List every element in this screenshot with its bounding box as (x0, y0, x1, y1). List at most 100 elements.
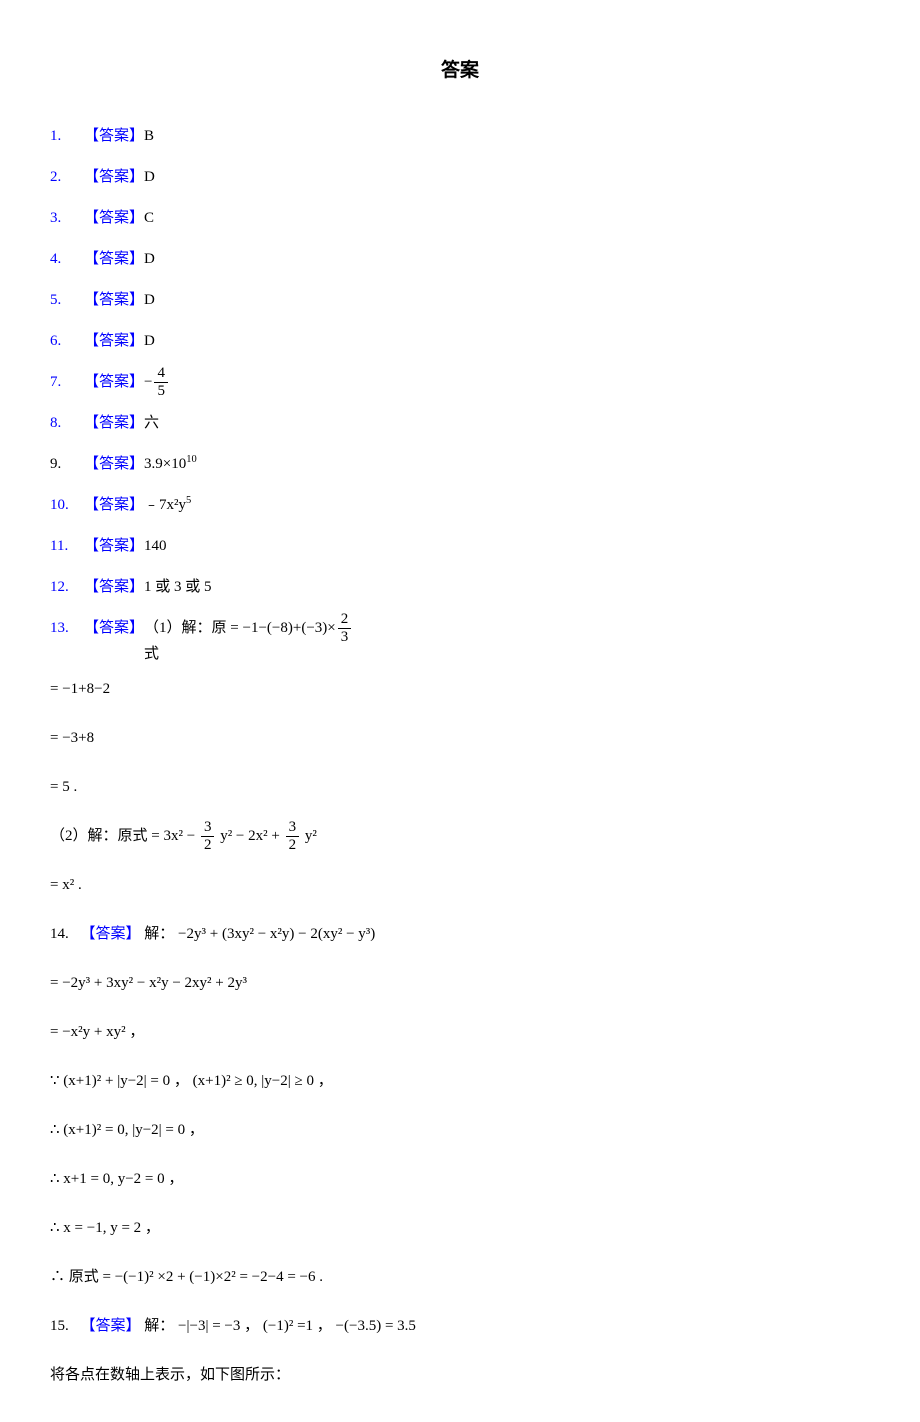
fraction: 32 (286, 820, 300, 853)
item-number: 11. (50, 530, 76, 563)
fraction: 45 (154, 366, 168, 399)
part1-equation: = −1−(−8)+(−3)×23 (230, 620, 353, 636)
answer-value: 3.9×1010 (144, 448, 197, 481)
answer-tag: 【答案】 (84, 530, 144, 563)
answer-value: ﹣7x²y5 (144, 489, 191, 522)
answer-tag: 【答案】 (81, 1318, 141, 1334)
q14-eq4: ∵ (x+1)² + |y−2| = 0 ， (x+1)² ≥ 0, |y−2|… (50, 1065, 870, 1098)
part2-label: （2）解：原式 (50, 828, 148, 844)
eq-text: = −x²y + xy² ， (50, 1024, 144, 1040)
item-number: 14. (50, 926, 69, 942)
fraction-denominator: 2 (201, 837, 215, 853)
fraction-sign: − (144, 374, 152, 390)
base-value: ﹣7x²y (144, 497, 186, 513)
item-number: 3. (50, 202, 76, 235)
q14-eq6: ∴ x+1 = 0, y−2 = 0 ， (50, 1163, 870, 1196)
answer-value: D (144, 243, 155, 276)
item-number: 1. (50, 120, 76, 153)
fraction-denominator: 2 (286, 837, 300, 853)
eq-text: = −1−(−8)+(−3)× (230, 620, 335, 636)
eq-text-a: = 3x² − (151, 828, 199, 844)
eq-text: ∴ (x+1)² = 0, |y−2| = 0 ， (50, 1122, 204, 1138)
answer-value: D (144, 161, 155, 194)
answer-value: −45 (144, 366, 170, 399)
q13-line4: = 5 . (50, 771, 870, 804)
item-number: 10. (50, 489, 76, 522)
eq-text: = 5 . (50, 779, 77, 795)
q14-eq8: ∴ 原式 = −(−1)² ×2 + (−1)×2² = −2−4 = −6 . (50, 1261, 870, 1294)
answer-3: 3. 【答案】 C (50, 202, 870, 235)
answer-5: 5. 【答案】 D (50, 284, 870, 317)
answer-7: 7. 【答案】 −45 (50, 366, 870, 399)
q14-eq7: ∴ x = −1, y = 2 ， (50, 1212, 870, 1245)
q13-part2: （2）解：原式 = 3x² − 32 y² − 2x² + 32 y² (50, 820, 870, 853)
answer-10: 10. 【答案】 ﹣7x²y5 (50, 489, 870, 522)
fraction: 23 (338, 612, 352, 645)
fraction-numerator: 2 (338, 612, 352, 629)
answer-11: 11. 【答案】 140 (50, 530, 870, 563)
answer-tag: 【答案】 (81, 926, 141, 942)
q14-eq5: ∴ (x+1)² = 0, |y−2| = 0 ， (50, 1114, 870, 1147)
item-number: 4. (50, 243, 76, 276)
answer-4: 4. 【答案】 D (50, 243, 870, 276)
answer-tag: 【答案】 (84, 243, 144, 276)
answer-value: C (144, 202, 154, 235)
exponent: 10 (186, 454, 197, 465)
eq-text-c: y² (301, 828, 317, 844)
q13-part2-line2: = x² . (50, 869, 870, 902)
answer-9: 9. 【答案】 3.9×1010 (50, 448, 870, 481)
answer-value: B (144, 120, 154, 153)
answer-tag: 【答案】 (84, 448, 144, 481)
answer-tag: 【答案】 (84, 284, 144, 317)
item-number: 13. (50, 612, 76, 645)
answer-8: 8. 【答案】 六 (50, 407, 870, 440)
q13-line2: = −1+8−2 (50, 673, 870, 706)
eq-text: = x² . (50, 877, 82, 893)
answer-1: 1. 【答案】 B (50, 120, 870, 153)
eq-pre: ∴ 原式 (50, 1269, 99, 1285)
q14-eq1: −2y³ + (3xy² − x²y) − 2(xy² − y³) (178, 926, 375, 942)
item-number: 15. (50, 1318, 69, 1334)
base-value: 3.9×10 (144, 456, 186, 472)
answer-13: 13. 【答案】 （1）解：原 = −1−(−8)+(−3)×23 式 = −1… (50, 612, 870, 902)
part1-sublabel: 式 (144, 645, 353, 663)
eq-text: = −1+8−2 (50, 681, 110, 697)
item-number: 5. (50, 284, 76, 317)
answer-tag: 【答案】 (84, 612, 144, 645)
exponent: 5 (186, 495, 191, 506)
eq-text-b: y² − 2x² + (216, 828, 283, 844)
eq-text: = −3+8 (50, 730, 94, 746)
answer-value: 140 (144, 530, 167, 563)
item-number: 6. (50, 325, 76, 358)
fraction-numerator: 4 (154, 366, 168, 383)
page-title: 答案 (50, 50, 870, 92)
solution-label: 解： (144, 1318, 174, 1334)
q14-eq3: = −x²y + xy² ， (50, 1016, 870, 1049)
answer-tag: 【答案】 (84, 407, 144, 440)
q15-eq: −|−3| = −3 ， (−1)² =1 ， −(−3.5) = 3.5 (178, 1318, 416, 1334)
q14-eq2: = −2y³ + 3xy² − x²y − 2xy² + 2y³ (50, 967, 870, 1000)
answer-tag: 【答案】 (84, 366, 144, 399)
answer-tag: 【答案】 (84, 120, 144, 153)
eq-text: ∵ (x+1)² + |y−2| = 0 ， (x+1)² ≥ 0, |y−2|… (50, 1073, 333, 1089)
fraction-denominator: 3 (338, 629, 352, 645)
answer-tag: 【答案】 (84, 325, 144, 358)
answer-12: 12. 【答案】 1 或 3 或 5 (50, 571, 870, 604)
fraction: 32 (201, 820, 215, 853)
answer-value: D (144, 284, 155, 317)
item-number: 9. (50, 448, 76, 481)
answer-value: 六 (144, 407, 159, 440)
answer-tag: 【答案】 (84, 489, 144, 522)
answer-14: 14. 【答案】 解： −2y³ + (3xy² − x²y) − 2(xy² … (50, 918, 870, 1294)
item-number: 2. (50, 161, 76, 194)
answer-15: 15. 【答案】 解： −|−3| = −3 ， (−1)² =1 ， −(−3… (50, 1310, 870, 1343)
eq-text: = −(−1)² ×2 + (−1)×2² = −2−4 = −6 . (99, 1269, 323, 1285)
answer-value: D (144, 325, 155, 358)
part1-label: （1）解：原 (144, 620, 227, 636)
answer-6: 6. 【答案】 D (50, 325, 870, 358)
eq-text: ∴ x = −1, y = 2 ， (50, 1220, 160, 1236)
eq-text: = −2y³ + 3xy² − x²y − 2xy² + 2y³ (50, 975, 247, 991)
fraction-numerator: 3 (201, 820, 215, 837)
item-number: 7. (50, 366, 76, 399)
answer-value: 1 或 3 或 5 (144, 571, 212, 604)
